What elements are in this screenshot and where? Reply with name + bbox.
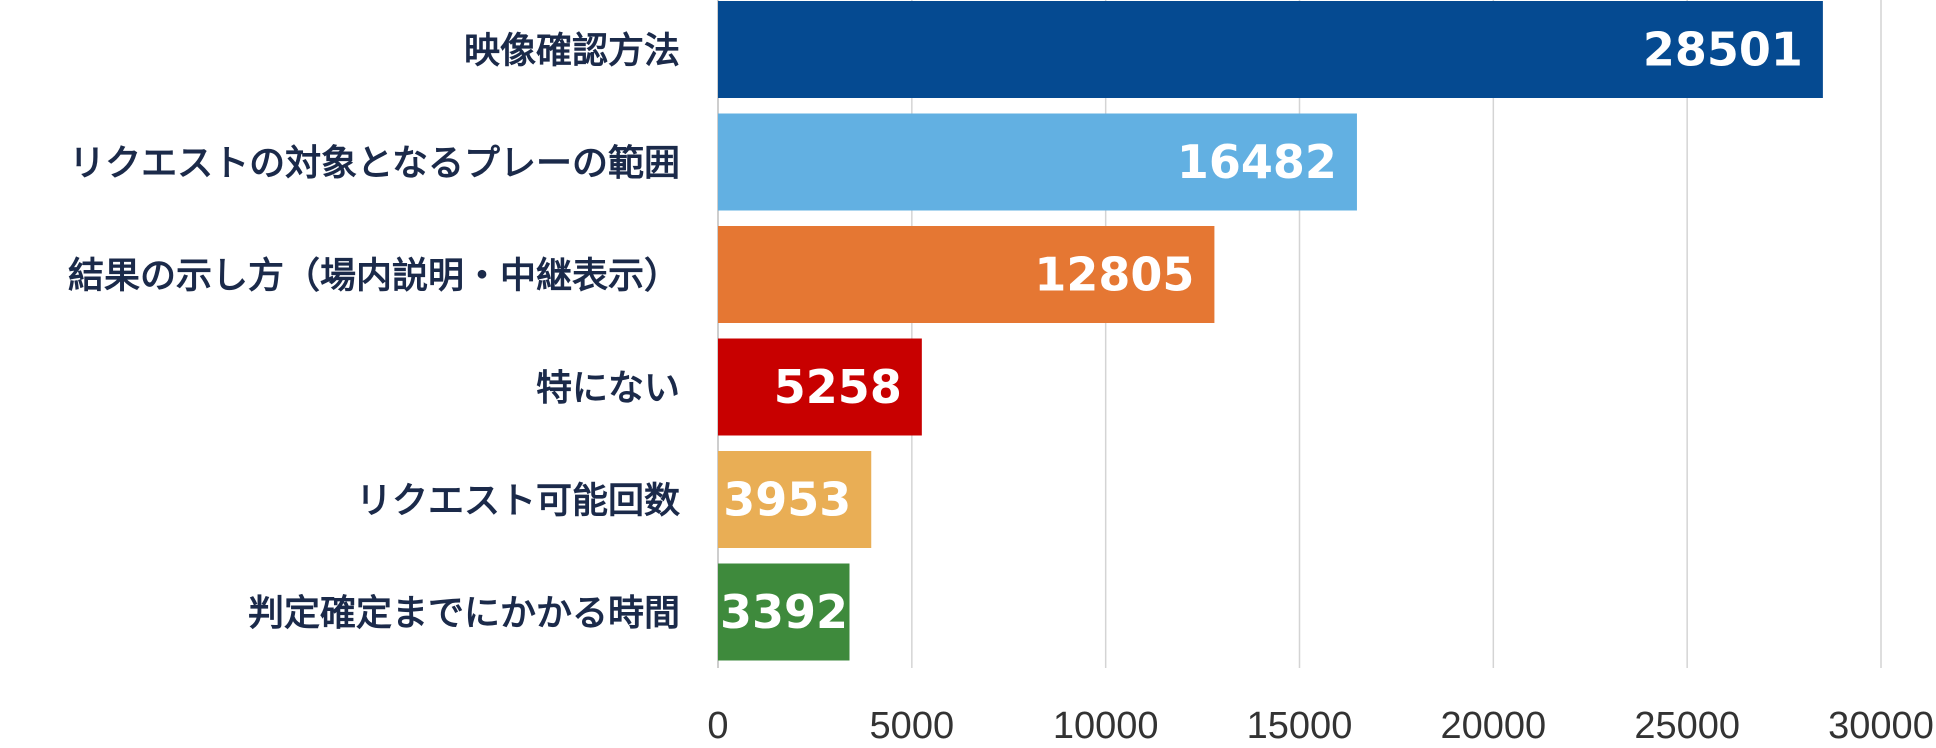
bar-value-label: 16482: [1177, 135, 1337, 189]
bar: [718, 563, 850, 661]
category-label: リクエスト可能回数: [356, 481, 680, 522]
x-tick-label: 30000: [1828, 705, 1934, 747]
x-tick-label: 0: [707, 705, 728, 747]
bar: [718, 1, 1823, 98]
x-tick-label: 20000: [1440, 705, 1546, 747]
bar: [718, 451, 872, 548]
grid-lines: [717, 0, 1882, 668]
bar: [718, 338, 922, 436]
x-tick-label: 5000: [870, 705, 955, 747]
bar-value-label: 5258: [774, 360, 902, 414]
bar-value-label: 3953: [723, 473, 851, 527]
x-axis-ticks: 0 5000 10000 15000 20000 25000 30000: [707, 705, 1933, 747]
category-label: 特にない: [536, 368, 680, 409]
category-label: 判定確定までにかかる時間: [248, 593, 680, 634]
bar-value-label: 28501: [1643, 23, 1803, 77]
x-tick-label: 25000: [1634, 705, 1740, 747]
category-label: 映像確認方法: [464, 31, 680, 72]
category-labels: 映像確認方法リクエストの対象となるプレーの範囲結果の示し方（場内説明・中継表示）…: [68, 31, 680, 635]
bar: [718, 113, 1357, 211]
bar-value-label: 3392: [720, 585, 848, 639]
bar-value-label: 12805: [1034, 248, 1194, 302]
category-label: 結果の示し方（場内説明・中継表示）: [68, 256, 680, 297]
x-tick-label: 10000: [1053, 705, 1159, 747]
bar: [718, 226, 1215, 323]
category-label: リクエストの対象となるプレーの範囲: [69, 143, 680, 184]
bars: 28501 16482 12805 5258 3953 3392: [718, 1, 1823, 661]
x-tick-label: 15000: [1247, 705, 1353, 747]
